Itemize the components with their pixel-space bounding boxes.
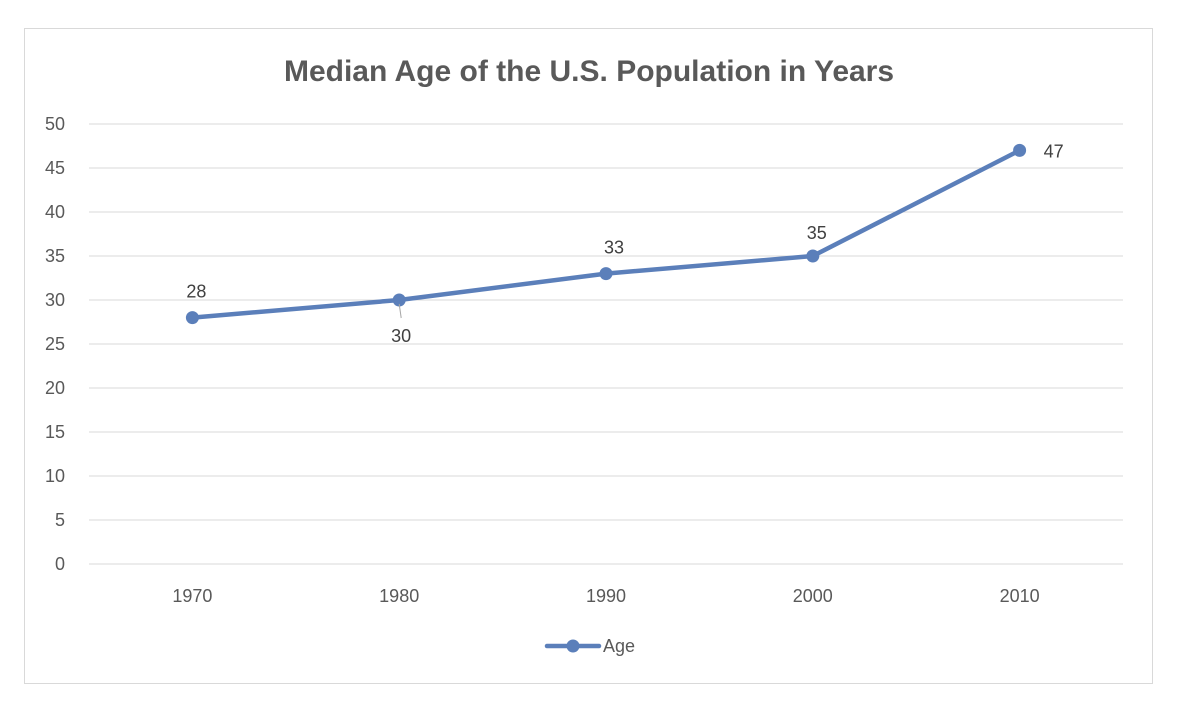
y-tick-label: 45 <box>45 158 65 178</box>
legend-label-age: Age <box>603 636 635 656</box>
series-line-age <box>190 148 1022 320</box>
x-tick-label: 2010 <box>1000 586 1040 606</box>
data-label-leader <box>398 303 402 319</box>
data-labels: 28 30 33 35 47 <box>186 141 1063 346</box>
legend: Age <box>544 636 635 656</box>
y-tick-label: 0 <box>55 554 65 574</box>
data-label: 47 <box>1044 141 1064 161</box>
y-tick-label: 15 <box>45 422 65 442</box>
x-axis-ticks: 1970 1980 1990 2000 2010 <box>172 586 1039 606</box>
data-point <box>392 293 406 307</box>
data-label: 28 <box>186 282 206 302</box>
y-tick-label: 30 <box>45 290 65 310</box>
data-label: 35 <box>807 223 827 243</box>
y-axis-ticks: 0 5 10 15 20 25 30 35 40 45 50 <box>45 114 65 574</box>
x-tick-label: 1970 <box>172 586 212 606</box>
x-tick-label: 1980 <box>379 586 419 606</box>
data-point <box>1013 143 1027 157</box>
data-label: 30 <box>391 326 411 346</box>
data-label: 33 <box>604 238 624 258</box>
y-tick-label: 5 <box>55 510 65 530</box>
x-tick-label: 1990 <box>586 586 626 606</box>
y-tick-label: 20 <box>45 378 65 398</box>
data-point <box>185 311 199 325</box>
y-tick-label: 50 <box>45 114 65 134</box>
chart-frame: Median Age of the U.S. Population in Yea… <box>24 28 1153 684</box>
line-chart: Median Age of the U.S. Population in Yea… <box>45 55 1123 656</box>
y-tick-label: 10 <box>45 466 65 486</box>
chart-title: Median Age of the U.S. Population in Yea… <box>284 55 894 88</box>
y-tick-label: 25 <box>45 334 65 354</box>
x-tick-label: 2000 <box>793 586 833 606</box>
data-point <box>806 249 820 263</box>
gridlines <box>89 123 1123 565</box>
y-tick-label: 35 <box>45 246 65 266</box>
series-age <box>185 143 1027 325</box>
data-point <box>599 267 613 281</box>
y-tick-label: 40 <box>45 202 65 222</box>
legend-marker-icon <box>566 639 580 653</box>
